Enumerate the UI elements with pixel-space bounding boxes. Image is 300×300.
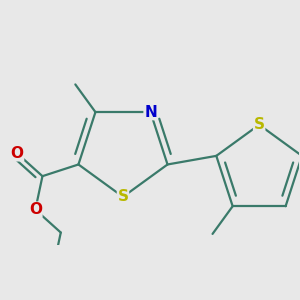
- Text: S: S: [118, 189, 128, 204]
- Text: N: N: [144, 105, 157, 120]
- Text: O: O: [11, 146, 23, 161]
- Text: S: S: [254, 117, 265, 132]
- Text: O: O: [29, 202, 42, 217]
